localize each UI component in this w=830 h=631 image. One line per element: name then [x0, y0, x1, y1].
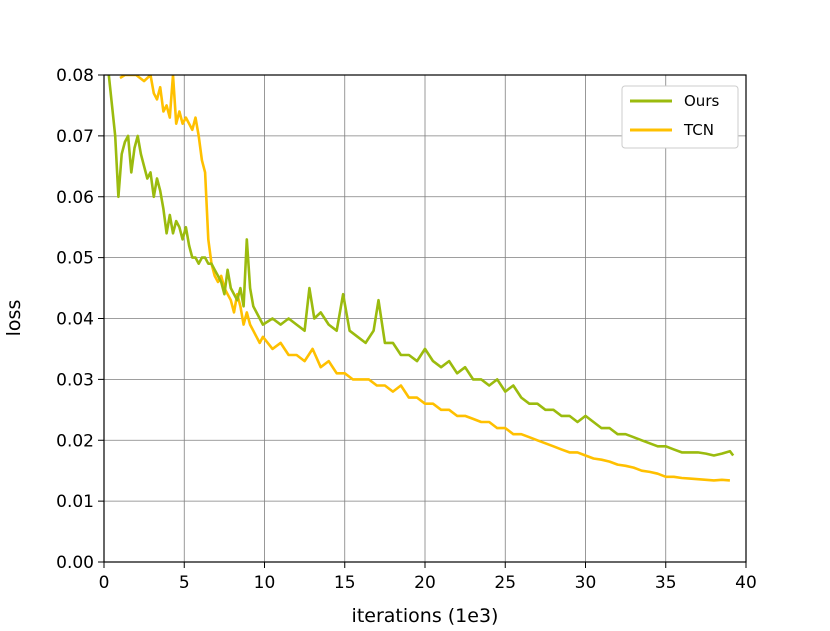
legend: Ours TCN	[621, 85, 739, 149]
x-axis-ticks: 0 5 10 15 20 25 30 35 40	[99, 562, 757, 593]
y-axis-ticks: 0.00 0.01 0.02 0.03 0.04 0.05 0.06 0.07 0.08	[56, 66, 104, 573]
y-axis-label: loss	[3, 300, 25, 337]
y-tick-label: 0.01	[56, 492, 94, 512]
y-tick-label: 0.02	[56, 431, 94, 451]
series-line-ours	[107, 75, 735, 457]
legend-label-ours: Ours	[684, 92, 719, 110]
x-tick-label: 40	[735, 573, 757, 593]
y-tick-label: 0.08	[56, 66, 94, 86]
x-tick-label: 15	[334, 573, 356, 593]
x-tick-label: 20	[414, 573, 436, 593]
legend-label-tcn: TCN	[683, 121, 714, 139]
y-tick-label: 0.06	[56, 188, 94, 208]
x-tick-label: 30	[575, 573, 597, 593]
y-tick-label: 0.04	[56, 310, 94, 330]
x-tick-label: 10	[254, 573, 276, 593]
x-tick-label: 0	[99, 573, 110, 593]
y-tick-label: 0.03	[56, 370, 94, 390]
y-tick-label: 0.07	[56, 127, 94, 147]
legend-box	[621, 85, 739, 149]
y-tick-label: 0.00	[56, 553, 94, 573]
x-tick-label: 25	[494, 573, 516, 593]
series-line-tcn	[119, 75, 730, 482]
x-tick-label: 5	[179, 573, 190, 593]
x-tick-label: 35	[655, 573, 677, 593]
y-tick-label: 0.05	[56, 249, 94, 269]
series-lines	[107, 75, 735, 482]
x-axis-label: iterations (1e3)	[352, 605, 499, 627]
